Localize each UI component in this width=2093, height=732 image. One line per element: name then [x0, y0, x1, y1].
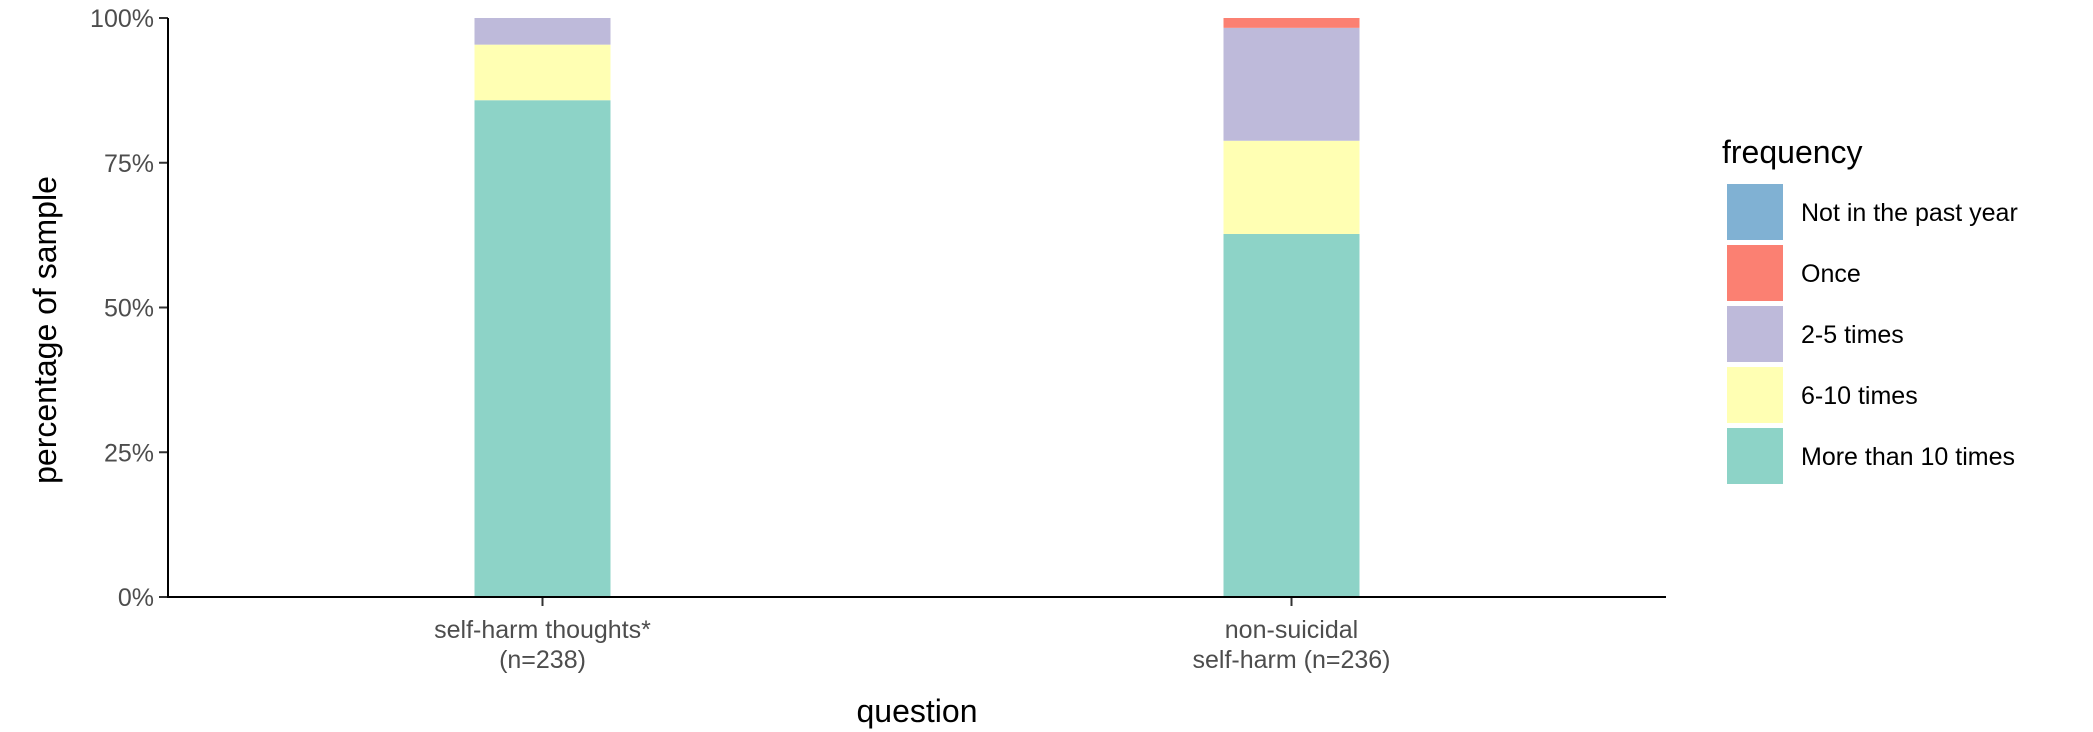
legend-label: Once	[1801, 260, 1861, 288]
legend-title: frequency	[1722, 134, 1863, 170]
legend-label: Not in the past year	[1801, 199, 2018, 227]
legend-key	[1727, 306, 1783, 362]
bar-segment	[1223, 27, 1360, 141]
y-tick-label: 50%	[104, 295, 154, 323]
legend-label: 6-10 times	[1801, 382, 1918, 410]
y-axis-title: percentage of sample	[27, 176, 63, 484]
bar-segment	[1223, 18, 1360, 28]
bar-segment	[474, 100, 611, 597]
x-axis-title: question	[857, 693, 978, 729]
x-tick-label: non-suicidal	[1225, 616, 1358, 644]
y-axis-ticks: 0% 25% 50% 75% 100%	[90, 5, 168, 612]
bar-segment	[1223, 140, 1360, 234]
legend-key	[1727, 184, 1783, 240]
x-tick-label: self-harm (n=236)	[1193, 646, 1391, 674]
legend-label: 2-5 times	[1801, 321, 1904, 349]
y-tick-label: 0%	[118, 584, 154, 612]
bar-segment	[474, 18, 611, 45]
bars-layer	[474, 18, 1360, 598]
x-axis-ticks: self-harm thoughts*(n=238) non-suicidalse…	[434, 597, 1391, 674]
x-tick-label: (n=238)	[499, 646, 586, 674]
legend-label: More than 10 times	[1801, 443, 2015, 471]
bar-segment	[1223, 233, 1360, 598]
x-tick-label: self-harm thoughts*	[434, 616, 651, 644]
legend-key	[1727, 245, 1783, 301]
y-tick-label: 75%	[104, 150, 154, 178]
legend-key	[1727, 367, 1783, 423]
y-tick-label: 25%	[104, 439, 154, 467]
y-tick-label: 100%	[90, 5, 154, 33]
bar-segment	[474, 44, 611, 101]
legend: frequency Not in the past year Once 2-5 ti…	[1722, 134, 2018, 484]
legend-key	[1727, 428, 1783, 484]
